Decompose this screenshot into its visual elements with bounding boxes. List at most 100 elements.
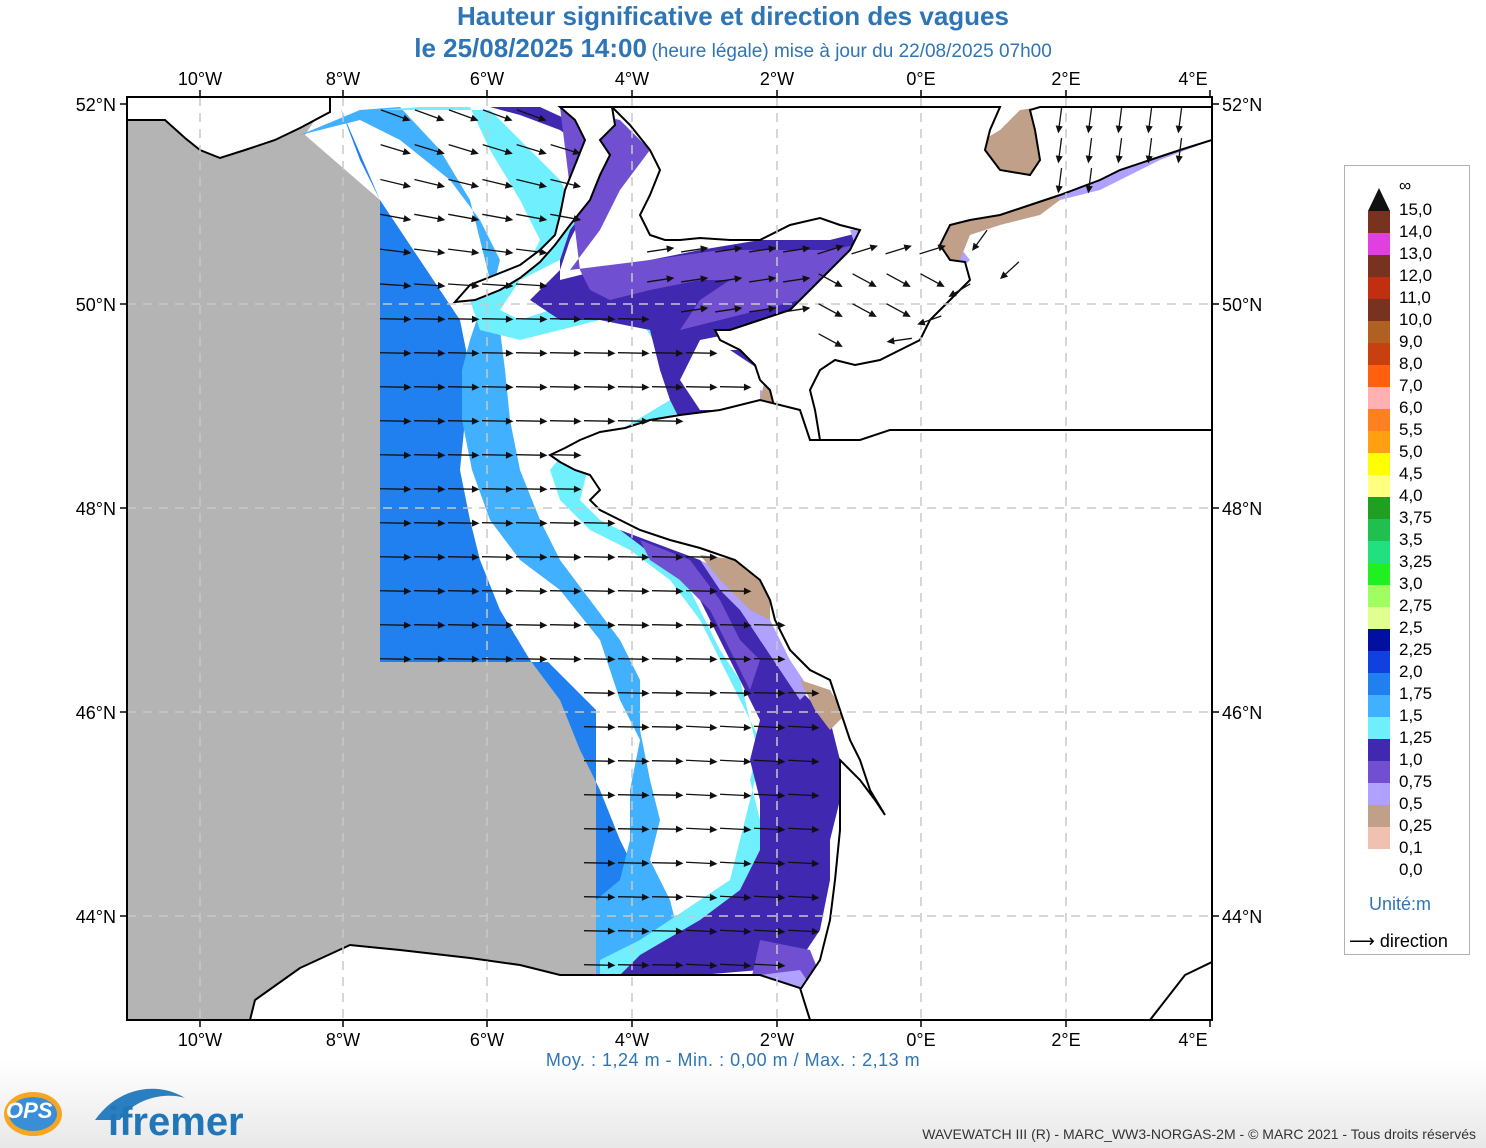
direction-arrow-head (437, 655, 446, 663)
legend-swatch (1368, 827, 1390, 849)
direction-arrow-head (607, 859, 616, 867)
legend-swatch (1368, 739, 1390, 761)
direction-arrow-head (573, 451, 582, 459)
direction-arrow-head (641, 417, 650, 425)
direction-arrow-head (437, 417, 446, 425)
direction-arrow-head (675, 587, 684, 595)
arrow-right-icon: ⟶ (1349, 931, 1375, 951)
direction-arrow-head (471, 587, 480, 595)
direction-arrow-head (743, 757, 752, 766)
direction-arrow-head (505, 417, 514, 425)
direction-arrow-head (607, 927, 616, 935)
direction-arrow-head (675, 723, 684, 731)
direction-arrow-head (607, 723, 616, 731)
direction-arrow-head (641, 383, 650, 391)
direction-arrow-head (539, 621, 548, 629)
lat-label-right: 44°N (1222, 907, 1262, 927)
direction-arrow-head (709, 383, 718, 391)
wave-band-1-75 (340, 107, 650, 975)
lon-label-top: 0°E (906, 69, 935, 89)
direction-arrow-head (471, 621, 480, 629)
legend-swatch (1368, 541, 1390, 563)
direction-arrow-head (641, 859, 650, 867)
direction-arrow-head (709, 723, 718, 732)
legend-level-label: 1,25 (1399, 728, 1433, 747)
direction-arrow-head (471, 485, 480, 493)
legend-level-label: 0,75 (1399, 772, 1433, 791)
direction-arrow-head (1175, 125, 1183, 134)
direction-arrow-head (505, 349, 514, 357)
direction-arrow-head (607, 417, 616, 425)
direction-arrow-head (709, 791, 718, 800)
legend-level-label: 1,5 (1399, 706, 1423, 725)
direction-arrow-head (777, 723, 786, 732)
direction-arrow-head (505, 282, 514, 290)
direction-arrow-head (573, 383, 582, 391)
lon-label-bottom: 2°E (1051, 1030, 1080, 1050)
legend-swatch (1368, 365, 1390, 387)
direction-arrow-head (700, 275, 709, 283)
direction-arrow-head (539, 215, 548, 223)
direction-arrow-head (505, 485, 514, 493)
direction-arrow-head (641, 961, 650, 969)
direction-arrow-head (607, 315, 616, 323)
direction-arrow-head (505, 215, 514, 223)
lat-label-right: 52°N (1222, 95, 1262, 115)
direction-arrow-head (437, 315, 446, 323)
direction-arrow-head (675, 689, 684, 697)
land (127, 97, 1212, 1020)
direction-arrow-head (607, 757, 616, 765)
legend-unit: Unité:m (1369, 894, 1432, 914)
direction-arrow-head (743, 791, 752, 800)
direction-arrow-head (471, 519, 480, 527)
ops-logo (4, 1092, 62, 1136)
direction-arrow-head (811, 689, 820, 697)
legend-scale (1368, 188, 1390, 849)
lon-label-bottom: 2°W (760, 1030, 794, 1050)
wave-band-1-25 (380, 107, 760, 975)
direction-arrow-head (903, 244, 912, 252)
direction-arrow-head (709, 655, 718, 663)
legend-level-label: 15,0 (1399, 200, 1433, 219)
legend-level-label: 2,25 (1399, 640, 1433, 659)
direction-arrow-head (572, 181, 582, 189)
legend-swatch (1368, 387, 1390, 409)
direction-arrow-head (470, 148, 479, 156)
direction-arrow-head (1175, 155, 1183, 164)
direction-arrow-head (573, 655, 582, 663)
direction-arrow-head (539, 485, 548, 493)
direction-arrow-head (539, 553, 548, 561)
direction-arrow-head (573, 349, 582, 357)
legend-swatch (1368, 299, 1390, 321)
direction-arrow-head (675, 383, 684, 391)
direction-arrow-head (709, 757, 718, 766)
direction-arrow-head (641, 893, 650, 901)
direction-arrow-head (937, 244, 946, 252)
legend-swatch (1368, 629, 1390, 651)
direction-arrow-head (403, 553, 412, 561)
legend-swatch (1368, 673, 1390, 695)
direction-arrow-head (768, 275, 777, 283)
wave-band-0-75 (560, 107, 880, 330)
direction-arrow-head (607, 893, 616, 901)
direction-arrow-head (607, 621, 616, 629)
direction-arrow-head (539, 383, 548, 391)
legend-level-label: 0,25 (1399, 816, 1433, 835)
direction-arrow-head (675, 893, 684, 901)
direction-arrow-head (777, 893, 786, 902)
direction-arrow-head (607, 519, 616, 527)
direction-arrow-head (471, 451, 480, 459)
map-frame (126, 96, 1213, 1021)
legend-swatch (1368, 607, 1390, 629)
direction-arrow-head (768, 305, 777, 313)
direction-arrow-head (675, 655, 684, 663)
direction-arrow-head (811, 825, 820, 834)
direction-arrow-head (470, 181, 480, 189)
lon-label-bottom: 8°W (326, 1030, 360, 1050)
lon-label-top: 4°W (615, 69, 649, 89)
legend-swatch (1368, 761, 1390, 783)
direction-arrow-head (471, 349, 480, 357)
direction-arrow-head (1145, 125, 1153, 134)
legend-level-label: 5,5 (1399, 420, 1423, 439)
